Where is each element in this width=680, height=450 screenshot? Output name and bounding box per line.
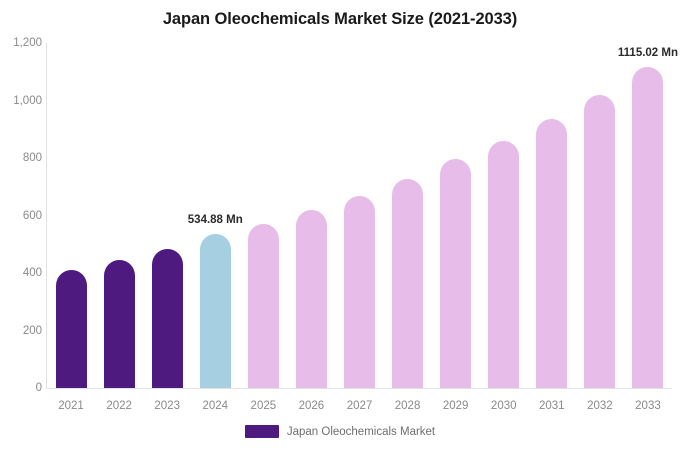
x-axis-tick-label: 2029 xyxy=(442,400,469,412)
x-axis-tick-label: 2027 xyxy=(346,400,373,412)
bar-value-label-2033: 1115.02 Mn xyxy=(617,47,679,60)
x-axis-tick-labels: 2021 2022 2023 2024 2025 2026 2027 2028 2029 2030… xyxy=(0,396,680,412)
x-axis-tick-label: 2028 xyxy=(394,400,421,412)
legend-swatch-icon xyxy=(244,425,279,438)
x-axis-tick-label: 2025 xyxy=(250,400,277,412)
bar-2022[interactable] xyxy=(103,260,135,388)
bar-2032[interactable] xyxy=(584,95,616,388)
bar-2024[interactable] xyxy=(199,234,231,388)
x-axis-tick-label: 2024 xyxy=(202,400,229,412)
x-axis-line xyxy=(46,388,672,389)
y-axis-tick-label: 1,200 xyxy=(13,37,42,49)
y-axis-tick-label: 400 xyxy=(22,267,42,279)
x-axis-tick-label: 2023 xyxy=(154,400,180,412)
plot-area: 534.88 Mn 1115.02 Mn xyxy=(47,43,678,388)
chart-title: Japan Oleochemicals Market Size (2021-20… xyxy=(162,10,518,28)
bar-2023[interactable] xyxy=(151,249,183,388)
bar-2029[interactable] xyxy=(440,159,472,388)
bar-value-label-2024: 534.88 Mn xyxy=(187,214,243,227)
legend-label: Japan Oleochemicals Market xyxy=(286,425,436,438)
bar-2031[interactable] xyxy=(536,119,568,388)
bar-2030[interactable] xyxy=(488,140,520,388)
y-axis-tick-label: 600 xyxy=(22,209,42,222)
bar-2033[interactable] xyxy=(632,67,664,388)
bar-2021[interactable] xyxy=(55,269,87,388)
x-axis-tick-label: 2032 xyxy=(587,400,613,412)
x-axis-tick-label: 2031 xyxy=(539,400,565,412)
x-axis-tick-label: 2030 xyxy=(490,400,517,412)
y-axis-tick-label: 0 xyxy=(35,382,42,394)
y-axis-tick-labels: 0 200 400 600 800 1,000 1,200 xyxy=(0,0,42,450)
bar-2026[interactable] xyxy=(295,209,327,388)
legend-item[interactable]: Japan Oleochemicals Market xyxy=(244,425,436,438)
y-axis-tick-label: 200 xyxy=(22,324,42,337)
y-axis-line xyxy=(46,43,47,389)
bar-2025[interactable] xyxy=(247,224,279,388)
x-axis-tick-label: 2022 xyxy=(106,400,132,412)
y-axis-tick-label: 1,000 xyxy=(13,94,42,107)
chart-legend: Japan Oleochemicals Market xyxy=(0,425,680,438)
y-axis-tick-label: 800 xyxy=(22,152,42,164)
bar-2027[interactable] xyxy=(344,195,375,388)
x-axis-tick-label: 2021 xyxy=(58,400,84,412)
x-axis-tick-label: 2026 xyxy=(298,400,325,412)
x-axis-tick-label: 2033 xyxy=(635,400,661,412)
bar-2028[interactable] xyxy=(392,178,424,388)
